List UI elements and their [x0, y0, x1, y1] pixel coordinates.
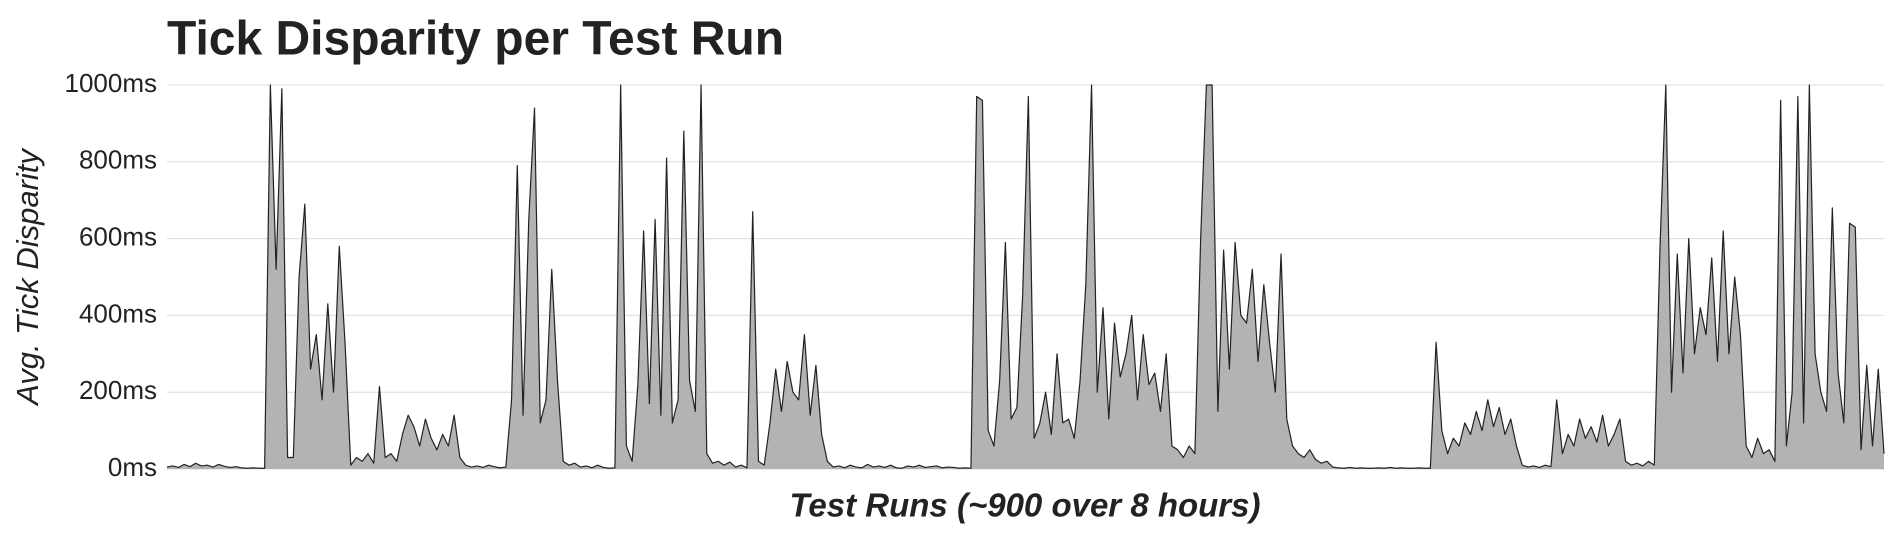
chart-title: Tick Disparity per Test Run: [167, 13, 784, 66]
y-tick-label: 1000ms: [65, 68, 158, 98]
y-tick-label: 800ms: [79, 145, 157, 175]
y-tick-label: 400ms: [79, 298, 157, 328]
y-tick-label: 200ms: [79, 375, 157, 405]
y-axis-label: Avg. Tick Disparity: [10, 147, 45, 407]
line: [166, 84, 1885, 469]
x-axis-label: Test Runs (~900 over 8 hours): [789, 487, 1260, 524]
y-tick-label: 0ms: [108, 452, 157, 482]
area: [167, 85, 1884, 469]
y-tick-label: 600ms: [79, 221, 157, 251]
